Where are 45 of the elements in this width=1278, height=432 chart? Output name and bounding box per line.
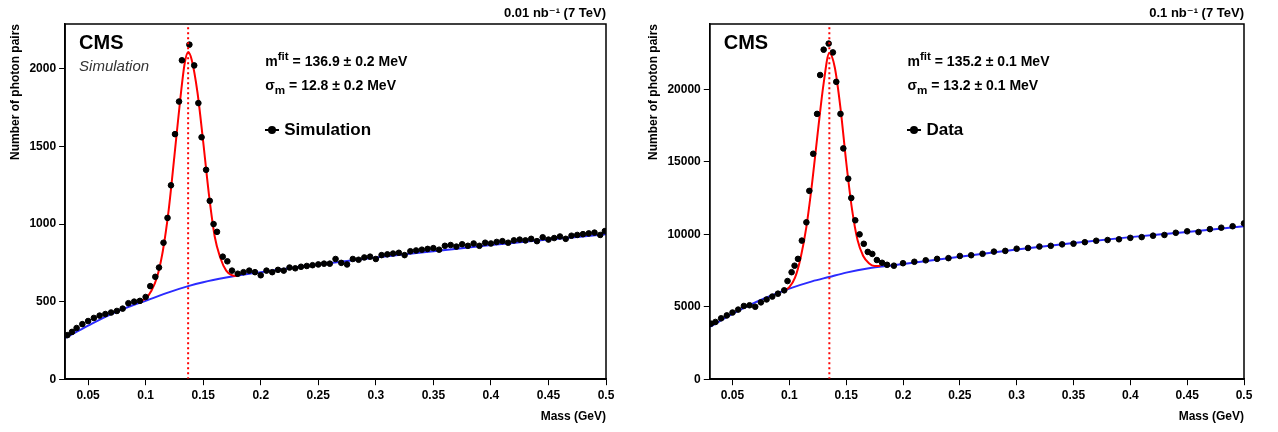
annotation: σ$_{m}$ = 12.8 ± 0.2 MeV: [265, 77, 396, 96]
x-tick-label: 0.35: [421, 387, 446, 402]
x-tick-label: 0.45: [1175, 387, 1200, 402]
y-tick-label: 2000: [29, 61, 57, 76]
x-tick-label: 0.2: [252, 387, 270, 402]
y-tick-label: 5000: [674, 299, 702, 314]
y-axis-title: Number of photon pairs: [7, 23, 22, 160]
x-tick-label: 0.25: [948, 387, 972, 402]
x-tick-label: 0.4: [1121, 387, 1139, 402]
chart-title: CMS: [79, 31, 124, 53]
legend-label: Simulation: [284, 119, 372, 140]
chart-subtitle: 0.1 nb⁻¹ (7 TeV): [1149, 5, 1244, 20]
y-tick-label: 0: [694, 371, 702, 386]
x-tick-label: 0.5: [1235, 387, 1253, 402]
x-tick-label: 0.35: [1061, 387, 1086, 402]
y-tick-label: 10000: [667, 226, 702, 241]
x-tick-label: 0.3: [1008, 387, 1026, 402]
y-tick-label: 1000: [29, 216, 57, 231]
y-tick-label: 500: [36, 293, 57, 308]
x-tick-label: 0.05: [720, 387, 745, 402]
annotation: σ$_{m}$ = 13.2 ± 0.1 MeV: [907, 77, 1039, 96]
y-tick-label: 20000: [667, 81, 702, 96]
y-tick-label: 0: [49, 371, 57, 386]
x-tick-label: 0.4: [482, 387, 500, 402]
chart-title: CMS: [723, 31, 769, 53]
y-axis-title: Number of photon pairs: [645, 23, 660, 160]
x-tick-label: 0.1: [137, 387, 155, 402]
x-axis-title: Mass (GeV): [540, 409, 606, 424]
x-tick-label: 0.3: [367, 387, 385, 402]
x-tick-label: 0.05: [76, 387, 101, 402]
x-tick-label: 0.2: [894, 387, 912, 402]
annotation: Simulation: [79, 57, 150, 74]
y-tick-label: 15000: [667, 154, 702, 169]
x-tick-label: 0.45: [536, 387, 561, 402]
y-tick-label: 1500: [29, 138, 57, 153]
x-tick-label: 0.5: [597, 387, 615, 402]
x-tick-label: 0.15: [834, 387, 859, 402]
x-tick-label: 0.15: [191, 387, 216, 402]
x-axis-title: Mass (GeV): [1178, 409, 1244, 424]
legend-label: Data: [926, 119, 964, 140]
annotation: m$^{fit}$ = 136.9 ± 0.2 MeV: [265, 49, 408, 69]
x-tick-label: 0.25: [306, 387, 331, 402]
annotation: m$^{fit}$ = 135.2 ± 0.1 MeV: [907, 49, 1050, 69]
x-tick-label: 0.1: [780, 387, 798, 402]
chart-subtitle: 0.01 nb⁻¹ (7 TeV): [504, 5, 606, 20]
